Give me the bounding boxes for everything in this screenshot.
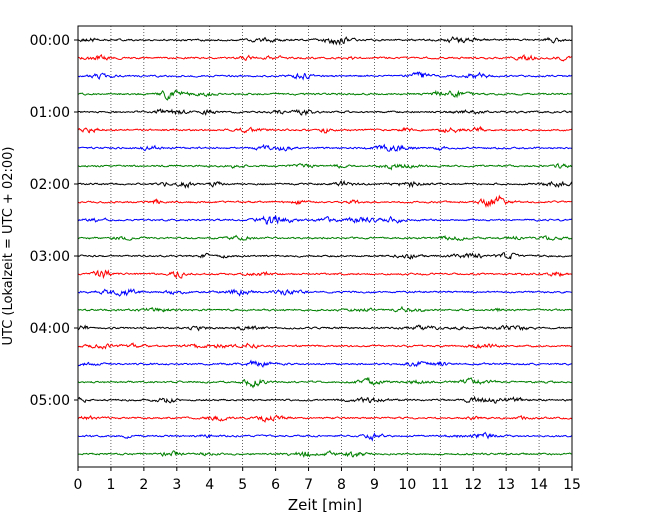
trace-line [77,342,573,350]
trace-line [77,252,573,260]
y-tick-label: 02:00 [30,177,70,193]
y-axis: 00:00 01:00 02:00 03:00 04:00 05:00 [30,33,78,409]
x-tick-label: 7 [304,477,313,493]
trace-line [77,125,573,134]
y-tick-label: 05:00 [30,393,70,409]
x-tick-label: 12 [464,477,482,493]
trace-line [77,162,573,171]
trace-line [77,143,573,152]
x-tick-label: 11 [431,477,449,493]
trace-line [77,234,573,242]
trace-line [77,194,573,209]
trace-line [77,36,573,46]
trace-line [77,449,573,458]
plot-frame [77,25,573,468]
x-tick-label: 5 [238,477,247,493]
x-tick-label: 0 [74,477,83,493]
trace-line [77,180,573,189]
x-tick-label: 2 [139,477,148,493]
trace-line [77,89,573,101]
trace-line [77,53,573,62]
y-tick-label: 03:00 [30,249,70,265]
x-axis: 0 1 2 3 4 5 6 7 8 9 10 11 12 13 14 15 [74,467,581,493]
trace-group [77,36,573,458]
x-tick-label: 1 [106,477,115,493]
x-tick-label: 8 [337,477,346,493]
trace-line [77,359,573,368]
x-tick-label: 4 [205,477,214,493]
x-tick-label: 3 [172,477,181,493]
y-tick-label: 00:00 [30,33,70,49]
x-axis-label: Zeit [min] [288,496,362,514]
trace-line [77,108,573,117]
trace-line [77,414,573,423]
trace-line [77,324,573,332]
trace-line [77,431,573,442]
trace-line [77,71,573,81]
x-tick-label: 15 [563,477,581,493]
y-axis-label: UTC (Lokalzeit = UTC + 02:00) [1,147,16,346]
y-tick-label: 01:00 [30,105,70,121]
trace-line [77,215,573,225]
trace-line [77,288,573,297]
trace-line [77,305,573,313]
trace-line [77,269,573,280]
x-tick-label: 9 [370,477,379,493]
x-tick-label: 6 [271,477,280,493]
x-tick-label: 13 [497,477,515,493]
x-tick-label: 10 [398,477,416,493]
trace-line [77,395,573,404]
x-tick-label: 14 [530,477,548,493]
y-tick-label: 04:00 [30,321,70,337]
trace-line [77,376,573,389]
